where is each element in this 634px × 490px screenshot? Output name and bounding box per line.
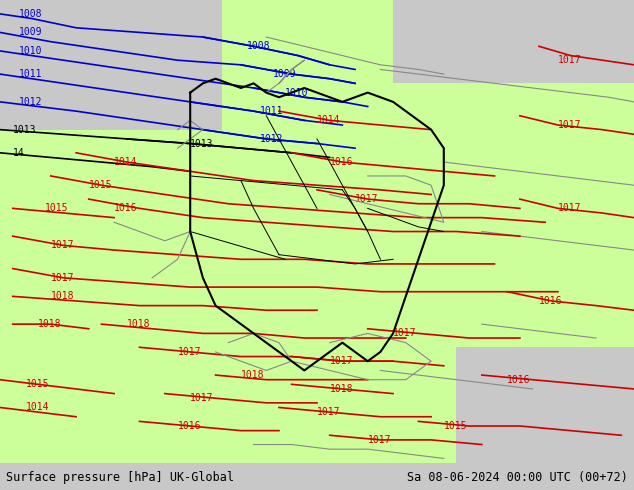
Text: 14: 14 [13, 148, 25, 158]
Text: 1016: 1016 [507, 375, 531, 385]
Text: 1008: 1008 [19, 9, 42, 19]
Text: 1017: 1017 [51, 273, 74, 283]
Text: 1018: 1018 [330, 384, 353, 394]
Text: 1010: 1010 [285, 88, 309, 98]
Text: 1017: 1017 [393, 328, 417, 339]
Text: 1012: 1012 [260, 134, 283, 144]
Text: 1015: 1015 [25, 379, 49, 390]
Text: 1011: 1011 [19, 69, 42, 79]
Text: Surface pressure [hPa] UK-Global: Surface pressure [hPa] UK-Global [6, 471, 235, 485]
Text: 1016: 1016 [114, 203, 138, 213]
Text: 1017: 1017 [190, 393, 214, 403]
Text: 1018: 1018 [241, 370, 264, 380]
Text: Sa 08-06-2024 00:00 UTC (00+72): Sa 08-06-2024 00:00 UTC (00+72) [407, 471, 628, 485]
Text: 1015: 1015 [44, 203, 68, 213]
Text: 1013: 1013 [13, 124, 36, 135]
Text: 1017: 1017 [178, 347, 201, 357]
Text: 1014: 1014 [317, 115, 340, 125]
Text: 1014: 1014 [25, 402, 49, 413]
Text: 1017: 1017 [558, 120, 581, 130]
Text: 1015: 1015 [89, 180, 112, 190]
Text: 1011: 1011 [260, 106, 283, 116]
Text: 1008: 1008 [247, 41, 271, 51]
Text: 1016: 1016 [178, 421, 201, 431]
Text: 1017: 1017 [558, 55, 581, 65]
Text: 1016: 1016 [539, 296, 562, 306]
Text: 1016: 1016 [330, 157, 353, 167]
Text: 1018: 1018 [38, 319, 61, 329]
Text: 1017: 1017 [51, 241, 74, 250]
Text: 1018: 1018 [51, 292, 74, 301]
Polygon shape [0, 0, 222, 130]
Polygon shape [266, 0, 393, 70]
Text: 1010: 1010 [19, 46, 42, 56]
Text: 1017: 1017 [355, 194, 378, 204]
Text: 1017: 1017 [558, 203, 581, 213]
Text: 1018: 1018 [127, 319, 150, 329]
Text: 1013: 1013 [190, 139, 214, 148]
Text: 1014: 1014 [114, 157, 138, 167]
Text: 1009: 1009 [273, 69, 296, 79]
Text: 1015: 1015 [444, 421, 467, 431]
Text: 1009: 1009 [19, 27, 42, 37]
Polygon shape [456, 347, 634, 463]
Text: 1017: 1017 [368, 435, 391, 445]
Text: 1017: 1017 [317, 407, 340, 417]
Polygon shape [393, 0, 634, 83]
Text: 1017: 1017 [330, 356, 353, 366]
Text: 1012: 1012 [19, 97, 42, 107]
